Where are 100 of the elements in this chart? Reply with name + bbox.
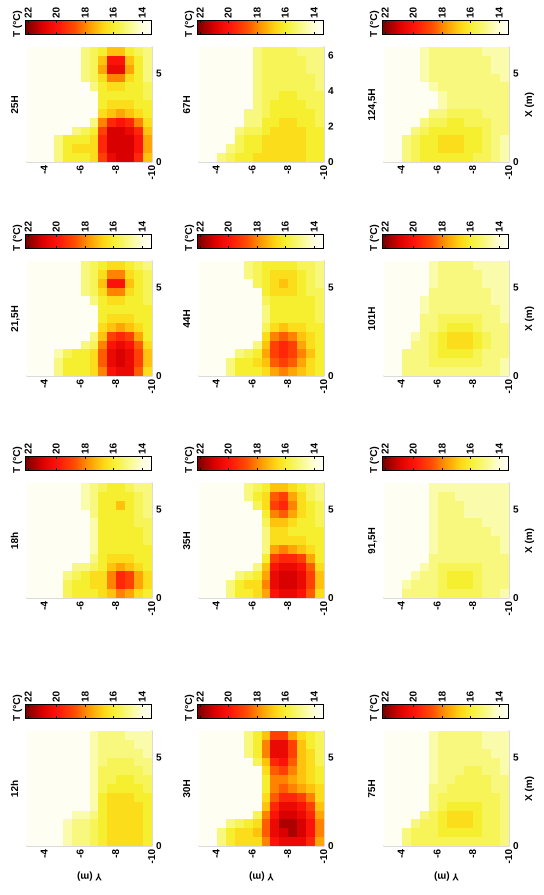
- text: 91,5H: [366, 527, 378, 554]
- x-tick-label: -4: [212, 848, 223, 858]
- color-bar-label: 20: [408, 690, 420, 702]
- y-tick-label: 0: [328, 840, 334, 852]
- y-tick-label: 5: [513, 752, 519, 764]
- color-bar-label: 14: [494, 690, 506, 702]
- color-bar-title: T (°C): [368, 224, 380, 251]
- x-tick-label: -10: [318, 164, 330, 180]
- x-tick-label: -4: [396, 848, 408, 858]
- color-bar-label: 22: [380, 220, 392, 232]
- x-tick-label: -8: [283, 600, 294, 610]
- color-bar-label: 16: [280, 690, 292, 702]
- color-bar-label: 14: [137, 6, 148, 18]
- x-axis-title: Y (m): [77, 870, 102, 882]
- x-tick-label: -4: [396, 600, 408, 610]
- color-bar-label: 16: [108, 220, 120, 232]
- x-tick-label: -10: [318, 848, 330, 864]
- color-bar-label: 14: [494, 442, 506, 454]
- color-bar-title: T (°C): [12, 694, 23, 721]
- y-tick-label: 0: [328, 592, 334, 604]
- color-bar-label: 22: [23, 6, 34, 18]
- y-axis-title: X (m): [524, 528, 535, 553]
- text: 75H: [366, 779, 378, 798]
- x-tick-label: -6: [247, 164, 258, 174]
- x-tick-label: -10: [146, 378, 158, 394]
- color-bar-label: 16: [465, 442, 476, 454]
- x-tick-label: -6: [432, 378, 444, 388]
- x-tick-label: -6: [75, 848, 86, 858]
- y-tick-label: 0: [513, 592, 519, 604]
- y-tick-label: 5: [513, 282, 519, 294]
- color-bar-label: 18: [252, 690, 264, 702]
- color-bar-label: 20: [408, 220, 420, 232]
- x-tick-label: -4: [40, 164, 51, 174]
- color-bar-label: 18: [80, 6, 92, 18]
- y-tick-label: 6: [328, 50, 334, 62]
- color-bar-label: 16: [280, 442, 292, 454]
- color-bar-label: 18: [437, 442, 448, 454]
- x-tick-label: -10: [146, 164, 158, 180]
- color-bar-label: 20: [408, 442, 420, 454]
- color-bar-label: 18: [252, 6, 264, 18]
- x-tick-label: -4: [396, 378, 408, 388]
- color-bar-label: 16: [465, 220, 476, 232]
- color-bar-label: 14: [309, 6, 320, 18]
- x-tick-label: -10: [504, 378, 515, 394]
- text: 44H: [182, 309, 193, 328]
- x-axis-title: Y (m): [249, 870, 274, 882]
- x-tick-label: -4: [396, 164, 408, 174]
- color-bar-label: 14: [137, 690, 148, 702]
- x-tick-label: -10: [318, 600, 330, 616]
- color-bar-label: 20: [408, 6, 420, 18]
- color-bar-label: 20: [223, 220, 234, 232]
- color-bar-title: T (°C): [368, 10, 380, 37]
- x-tick-label: -10: [146, 600, 158, 616]
- color-bar-title: T (°C): [368, 694, 380, 721]
- x-tick-label: -6: [247, 848, 258, 858]
- color-bar-label: 20: [51, 690, 62, 702]
- x-tick-label: -8: [111, 600, 122, 610]
- y-tick-label: 0: [156, 370, 162, 382]
- x-axis-title: Y (m): [434, 870, 459, 882]
- y-tick-label: 0: [156, 840, 162, 852]
- text: 25H: [10, 95, 21, 114]
- x-tick-label: -8: [111, 848, 122, 858]
- y-tick-label: 4: [328, 86, 334, 97]
- color-bar-label: 14: [137, 442, 148, 454]
- color-bar-label: 20: [223, 6, 234, 18]
- y-tick-label: 5: [328, 282, 334, 294]
- color-bar-label: 22: [195, 442, 206, 454]
- y-tick-label: 2: [328, 121, 334, 132]
- x-tick-label: -8: [468, 164, 480, 174]
- x-tick-label: -6: [432, 848, 444, 858]
- color-bar-label: 20: [51, 6, 62, 18]
- color-bar-title: T (°C): [184, 446, 195, 473]
- x-tick-label: -4: [212, 378, 223, 388]
- color-bar-label: 18: [252, 442, 264, 454]
- color-bar-label: 22: [23, 442, 34, 454]
- color-bar-label: 16: [465, 6, 476, 18]
- y-tick-label: 5: [156, 504, 162, 516]
- color-bar-label: 16: [280, 6, 292, 18]
- x-tick-label: -6: [247, 600, 258, 610]
- y-tick-label: 0: [513, 370, 519, 382]
- color-bar-label: 18: [80, 442, 92, 454]
- x-tick-label: -8: [468, 378, 480, 388]
- x-tick-label: -10: [504, 848, 515, 864]
- x-tick-label: -8: [111, 164, 122, 174]
- color-bar-label: 16: [280, 220, 292, 232]
- color-bar-label: 18: [252, 220, 264, 232]
- color-bar-title: T (°C): [184, 224, 195, 251]
- color-bar-label: 16: [108, 442, 120, 454]
- color-bar-label: 20: [51, 220, 62, 232]
- x-tick-label: -8: [468, 848, 480, 858]
- color-bar-label: 20: [223, 690, 234, 702]
- color-bar-label: 14: [309, 690, 320, 702]
- y-tick-label: 5: [156, 68, 162, 80]
- color-bar-label: 22: [195, 690, 206, 702]
- x-tick-label: -8: [283, 848, 294, 858]
- color-bar-label: 16: [465, 690, 476, 702]
- x-tick-label: -6: [432, 164, 444, 174]
- color-bar-title: T (°C): [12, 446, 23, 473]
- y-tick-label: 0: [513, 840, 519, 852]
- x-tick-label: -6: [75, 378, 86, 388]
